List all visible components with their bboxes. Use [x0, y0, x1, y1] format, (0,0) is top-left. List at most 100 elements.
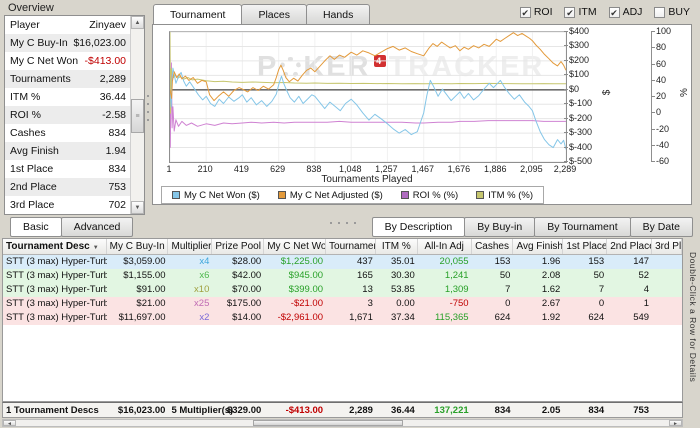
table-header-row: Tournament Desc ▼ My C Buy-In Multiplier Pri… [3, 239, 682, 255]
scroll-down-icon[interactable]: ▼ [131, 201, 144, 214]
checkbox-itm-box[interactable]: ✔ [564, 6, 576, 18]
summary-cell: 2,289 [349, 404, 373, 416]
scroll-right-icon[interactable]: ► [669, 420, 682, 427]
table-cell: 2.08 [541, 270, 561, 281]
column-header-my-c-net-won[interactable]: My C Net Won [264, 239, 327, 254]
group-by-buttons: By Description By Buy-in By Tournament By D… [371, 217, 693, 237]
summary-cell: 1 Tournament Descs [6, 404, 99, 416]
summary-cell: $329.00 [226, 404, 262, 416]
column-header-tournaments[interactable]: Tournaments [326, 239, 376, 254]
table-horizontal-scrollbar[interactable]: ◄ ► [2, 419, 683, 427]
horizontal-scrollbar-thumb[interactable] [253, 420, 403, 426]
table-cell: -$21.00 [290, 298, 324, 309]
chart-option-checkboxes: ✔ ROI ✔ ITM ✔ ADJ BUY [519, 6, 690, 18]
tab-places[interactable]: Places [241, 4, 307, 25]
legend-label: ITM % (%) [488, 189, 534, 201]
vertical-splitter-grip[interactable] [147, 95, 149, 97]
overview-row: Player Zinyaev [5, 16, 131, 34]
table-row[interactable]: STT (3 max) Hyper-Turbo $21.00 x25 $175.00 -… [3, 297, 682, 311]
column-header-itm-[interactable]: ITM % [376, 239, 418, 254]
tab-tournament[interactable]: Tournament [153, 4, 243, 25]
table-row[interactable]: STT (3 max) Hyper-Turbo $1,155.00 x6 $42.00… [3, 269, 682, 283]
percent-axis-tick-label: 20 [650, 91, 667, 101]
chart-plot-area [169, 31, 567, 163]
dollar-axis-tick-label: $-200 [563, 112, 593, 123]
overview-scrollbar-thumb[interactable]: ≡ [131, 99, 144, 134]
x-axis-tick-label: 1,048 [338, 164, 362, 174]
column-header-prize-pool[interactable]: Prize Pool [212, 239, 265, 254]
scroll-up-icon[interactable]: ▲ [131, 16, 144, 29]
summary-cell: 2.05 [541, 404, 561, 416]
column-header-multiplier[interactable]: Multiplier [168, 239, 213, 254]
overview-row-value: 834 [108, 127, 126, 139]
chart-tab-bar: Tournament Places Hands [153, 4, 371, 25]
column-header-1st-place[interactable]: 1st Place [563, 239, 608, 254]
table-cell: $14.00 [232, 312, 262, 323]
table-cell: 624 [494, 312, 511, 323]
column-header-all-in-adj[interactable]: All-In Adj [418, 239, 472, 254]
overview-scrollbar[interactable]: ▲ ≡ ▼ [130, 16, 144, 214]
percent-axis-tick-label: 100 [650, 26, 672, 36]
table-cell [652, 297, 682, 311]
table-body: STT (3 max) Hyper-Turbo $3,059.00 x4 $28.00… [3, 255, 682, 325]
horizontal-splitter-grip[interactable] [330, 222, 332, 224]
double-click-hint: Double-Click a Row for Details [688, 252, 698, 383]
dollar-axis-tick-label: $0 [563, 83, 580, 94]
table-cell: 147 [633, 256, 650, 267]
button-by-buy-in[interactable]: By Buy-in [464, 217, 536, 237]
checkbox-buy[interactable]: BUY [654, 6, 690, 18]
dollar-axis-symbol: $ [601, 89, 613, 96]
table-cell: x2 [199, 312, 210, 323]
checkbox-buy-box[interactable] [654, 6, 666, 18]
column-header-avg-finish[interactable]: Avg Finish [513, 239, 564, 254]
x-axis-tick-label: 1,467 [411, 164, 434, 174]
overview-row-value: 834 [108, 163, 126, 175]
overview-stats-panel: Player Zinyaev My C Buy-In $16,023.00 My C N… [4, 15, 145, 215]
column-header-2nd-place[interactable]: 2nd Place [607, 239, 653, 254]
table-row[interactable]: STT (3 max) Hyper-Turbo $91.00 x10 $70.00 $3… [3, 283, 682, 297]
legend-item: ITM % (%) [476, 190, 533, 201]
column-header-tournament-desc[interactable]: Tournament Desc ▼ [3, 239, 107, 254]
summary-cell: 834 [494, 404, 511, 416]
button-basic[interactable]: Basic [10, 217, 62, 237]
sort-arrow-icon[interactable]: ▼ [92, 245, 99, 251]
table-cell: 37.34 [390, 312, 415, 323]
chart-legend: My C Net Won ($) My C Net Adjusted ($) ROI… [161, 186, 545, 204]
table-cell: STT (3 max) Hyper-Turbo [6, 256, 107, 267]
scroll-left-icon[interactable]: ◄ [3, 420, 16, 427]
button-by-description[interactable]: By Description [371, 217, 466, 237]
checkbox-adj-box[interactable]: ✔ [608, 6, 620, 18]
summary-cell: 5 Multiplier(s) [171, 404, 234, 416]
table-cell: 7 [598, 284, 605, 295]
x-axis-title: Tournaments Played [321, 174, 413, 185]
tab-hands[interactable]: Hands [305, 4, 371, 25]
checkbox-roi-box[interactable]: ✔ [519, 6, 531, 18]
table-cell: $3,059.00 [123, 256, 166, 267]
table-row[interactable]: STT (3 max) Hyper-Turbo $3,059.00 x4 $28.00… [3, 255, 682, 269]
button-by-tournament[interactable]: By Tournament [534, 217, 631, 237]
overview-row: My C Buy-In $16,023.00 [5, 34, 131, 52]
table-cell: 1.62 [541, 284, 561, 295]
table-row[interactable]: STT (3 max) Hyper-Turbo $11,697.00 x2 $14.0… [3, 311, 682, 325]
table-cell [652, 283, 682, 297]
column-header-my-c-buy-in[interactable]: My C Buy-In [107, 239, 169, 254]
column-header-3rd-place[interactable]: 3rd Place [652, 239, 682, 254]
x-axis-tick-label: 2,095 [520, 164, 543, 174]
overview-row: Avg Finish 1.94 [5, 142, 131, 160]
table-cell: 53.85 [390, 284, 415, 295]
legend-item: My C Net Won ($) [172, 190, 260, 201]
percent-axis-tick-label: -40 [650, 139, 670, 150]
x-axis-tick-label: 838 [306, 164, 322, 174]
overview-row-value: Zinyaev [89, 19, 126, 31]
overview-row-label: ROI % [10, 109, 41, 121]
checkbox-adj[interactable]: ✔ ADJ [608, 6, 642, 18]
column-header-cashes[interactable]: Cashes [472, 239, 514, 254]
x-axis-tick-label: 629 [270, 164, 286, 174]
button-by-date[interactable]: By Date [629, 217, 693, 237]
checkbox-itm[interactable]: ✔ ITM [564, 6, 597, 18]
checkbox-roi[interactable]: ✔ ROI [519, 6, 552, 18]
button-advanced[interactable]: Advanced [60, 217, 134, 237]
x-axis-tick-label: 210 [197, 164, 213, 174]
legend-swatch [172, 191, 180, 199]
overview-row-label: ITM % [10, 91, 41, 103]
